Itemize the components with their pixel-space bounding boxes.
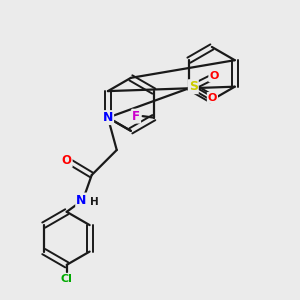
Text: H: H [90, 197, 98, 207]
Text: Cl: Cl [61, 274, 73, 284]
Text: F: F [132, 110, 140, 123]
Text: O: O [209, 71, 219, 81]
Text: N: N [103, 111, 113, 124]
Text: N: N [76, 194, 87, 207]
Text: S: S [189, 80, 198, 93]
Text: O: O [62, 154, 72, 167]
Text: O: O [208, 93, 217, 103]
